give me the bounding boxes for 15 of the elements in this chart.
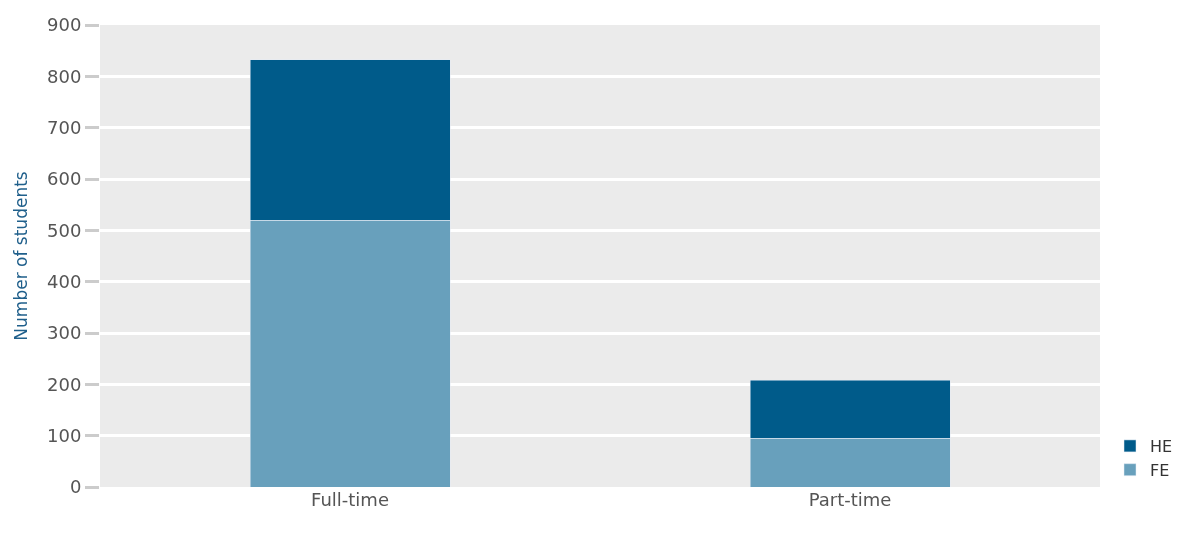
- y-tick-label: 800: [47, 65, 82, 87]
- y-tick-label: 700: [47, 116, 82, 138]
- y-tick-label: 100: [47, 424, 82, 446]
- x-tick-label: Full-time: [311, 489, 389, 510]
- x-tick-label: Part-time: [808, 489, 892, 510]
- y-tick-label: 300: [47, 322, 82, 344]
- legend-label: HE: [1150, 437, 1173, 457]
- y-tick-label: 600: [47, 168, 82, 190]
- y-tick-label: 0: [69, 476, 82, 498]
- legend-label: FE: [1150, 460, 1170, 480]
- y-tick-label: 500: [47, 219, 82, 241]
- y-tick-label: 900: [47, 14, 82, 36]
- y-tick-label: 400: [47, 270, 82, 292]
- y-axis-title: Number of students: [10, 171, 31, 341]
- y-tick-label: 200: [47, 373, 82, 395]
